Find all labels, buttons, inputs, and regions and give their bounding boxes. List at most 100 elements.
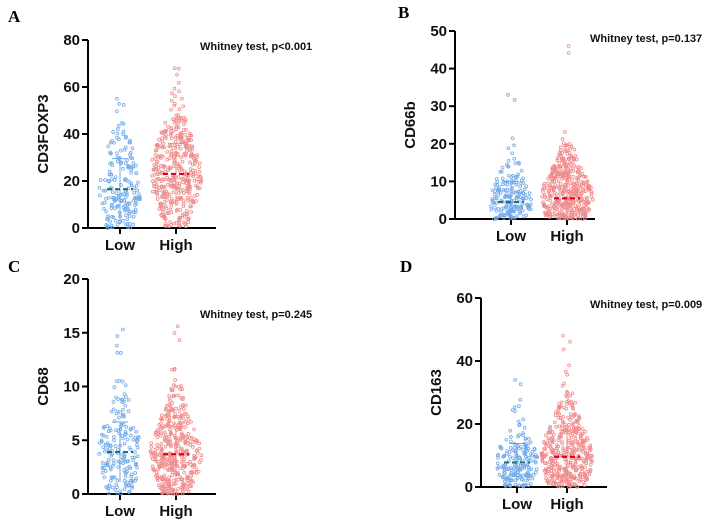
data-point <box>561 188 566 193</box>
data-point <box>494 216 499 221</box>
data-point <box>569 162 573 167</box>
test-annotation: Whitney test, p=0.137 <box>590 33 702 45</box>
data-point <box>556 179 561 184</box>
data-point <box>132 455 137 460</box>
data-point <box>547 174 552 179</box>
data-point <box>185 448 189 453</box>
data-point <box>125 217 130 222</box>
data-point <box>186 489 191 494</box>
data-point <box>523 482 528 487</box>
data-point <box>188 442 192 447</box>
data-point <box>181 201 186 206</box>
data-point <box>518 474 522 479</box>
x-tick-label: High <box>159 237 192 254</box>
data-point <box>569 181 574 186</box>
data-point <box>166 168 170 172</box>
x-tick-label: Low <box>496 228 526 245</box>
data-point <box>515 214 519 218</box>
data-point <box>576 465 581 469</box>
data-point <box>549 465 554 470</box>
data-point <box>180 387 185 392</box>
data-point <box>565 143 570 148</box>
data-point <box>191 162 195 167</box>
data-point <box>198 179 203 184</box>
data-point <box>187 137 192 142</box>
data-point <box>107 483 112 488</box>
data-point <box>557 453 562 458</box>
data-point <box>529 467 534 472</box>
data-point <box>176 414 180 419</box>
data-point <box>111 130 115 134</box>
data-point <box>576 212 580 217</box>
data-point <box>549 469 554 473</box>
data-point <box>115 151 119 156</box>
data-point <box>490 188 495 193</box>
data-point <box>580 438 585 442</box>
data-point <box>551 438 556 443</box>
data-point <box>163 121 168 125</box>
data-point <box>549 455 553 460</box>
data-point <box>565 399 569 404</box>
data-point <box>162 164 167 169</box>
data-point <box>526 204 531 208</box>
data-point <box>550 435 555 440</box>
data-point <box>558 145 563 150</box>
data-point <box>123 474 128 479</box>
data-point <box>124 134 128 139</box>
data-point <box>554 212 558 217</box>
data-point <box>175 144 180 149</box>
data-point <box>100 470 105 475</box>
data-point <box>188 462 193 467</box>
data-point <box>176 119 181 124</box>
data-point <box>172 181 177 185</box>
data-point <box>179 485 184 490</box>
data-point <box>549 174 554 178</box>
data-point <box>155 435 160 439</box>
y-tick-label: 40 <box>63 126 80 143</box>
data-point <box>574 192 578 197</box>
data-point <box>181 128 186 132</box>
data-point <box>580 427 585 431</box>
data-point <box>516 172 520 177</box>
data-point <box>506 158 511 163</box>
x-tick-label: Low <box>105 237 135 254</box>
data-point <box>558 182 563 186</box>
data-point <box>131 210 136 214</box>
data-point <box>540 450 545 455</box>
data-point <box>565 170 570 175</box>
data-point <box>194 467 199 472</box>
data-point <box>109 177 114 182</box>
data-point <box>505 187 510 192</box>
data-point <box>128 138 132 143</box>
data-point <box>571 431 575 435</box>
data-point <box>133 471 138 475</box>
data-point <box>112 385 117 389</box>
data-point <box>556 216 561 221</box>
data-point <box>510 151 514 156</box>
data-point <box>108 150 112 155</box>
data-point <box>527 195 532 199</box>
data-point <box>176 477 181 482</box>
data-point <box>521 214 526 219</box>
data-point <box>581 187 586 192</box>
data-point <box>129 474 134 479</box>
data-point <box>577 427 582 431</box>
data-point <box>130 484 134 489</box>
data-point <box>157 185 161 190</box>
data-point <box>160 447 164 452</box>
data-point <box>169 210 174 215</box>
data-point <box>198 174 203 179</box>
data-point <box>556 184 561 189</box>
data-point <box>529 197 533 202</box>
data-point <box>176 80 181 85</box>
data-point <box>97 186 102 190</box>
data-point <box>159 130 164 135</box>
data-point <box>552 166 557 171</box>
data-point <box>171 117 176 122</box>
data-point <box>512 156 517 161</box>
data-point <box>565 148 570 153</box>
data-point <box>195 186 200 191</box>
data-point <box>159 487 164 491</box>
data-point <box>179 155 183 160</box>
data-point <box>164 438 169 443</box>
